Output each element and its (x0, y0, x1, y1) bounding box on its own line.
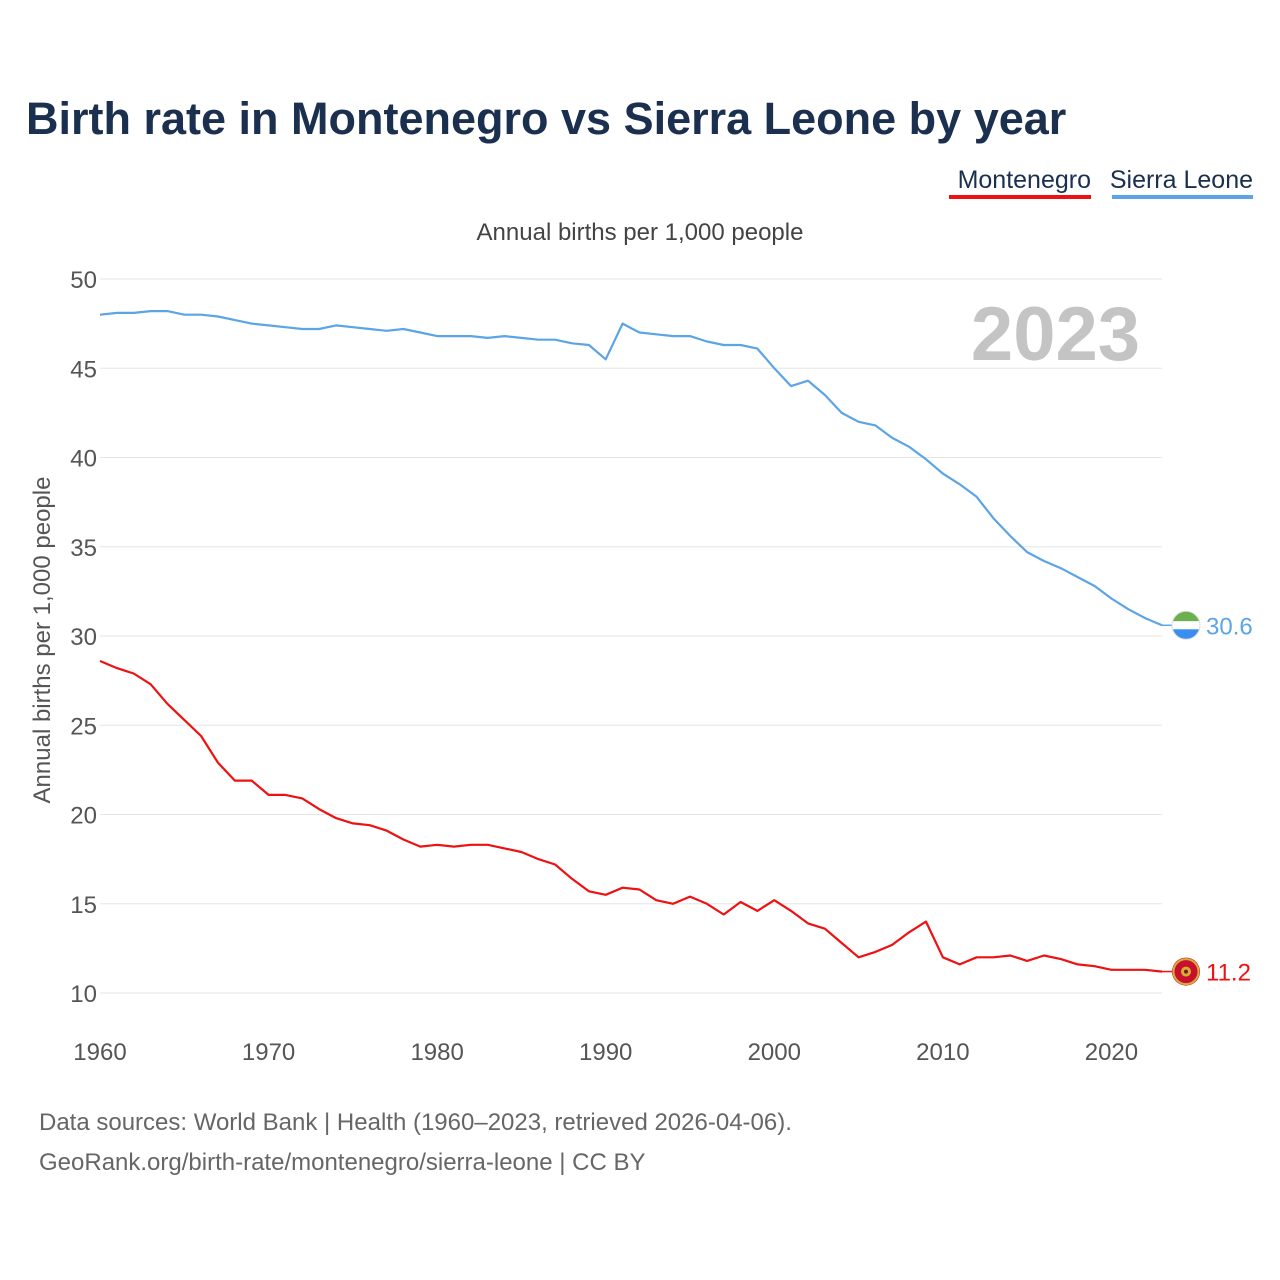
y-tick-labels: 10 15 20 25 30 35 40 45 50 (70, 267, 97, 1008)
gridlines (100, 278, 1162, 994)
x-tick-2010: 2010 (916, 1039, 969, 1066)
x-tick-labels: 1960 1970 1980 1990 2000 2010 2020 (73, 1039, 1138, 1066)
x-tick-1980: 1980 (410, 1039, 463, 1066)
legend: Montenegro Sierra Leone (949, 166, 1253, 199)
y-tick-15: 15 (70, 892, 97, 919)
end-markers: 11.2 30.6 (1162, 610, 1253, 987)
legend-label-sierra-leone: Sierra Leone (1110, 166, 1253, 194)
year-label: 2023 (971, 292, 1140, 377)
x-tick-1960: 1960 (73, 1039, 126, 1066)
x-tick-1990: 1990 (579, 1039, 632, 1066)
x-tick-2020: 2020 (1085, 1039, 1138, 1066)
footer-sources: Data sources: World Bank | Health (1960–… (39, 1109, 792, 1136)
chart-subtitle: Annual births per 1,000 people (477, 219, 804, 246)
flag-icon-montenegro (1172, 957, 1200, 986)
series-lines (99, 310, 1163, 973)
x-tick-1970: 1970 (242, 1039, 295, 1066)
y-tick-30: 30 (70, 624, 97, 651)
y-tick-10: 10 (70, 981, 97, 1008)
legend-swatch-montenegro (949, 195, 1091, 199)
legend-label-montenegro: Montenegro (958, 166, 1091, 194)
y-tick-35: 35 (70, 535, 97, 562)
y-tick-25: 25 (70, 713, 97, 740)
end-value-montenegro: 11.2 (1206, 960, 1251, 987)
series-line-sierra-leone (99, 310, 1163, 627)
y-tick-45: 45 (70, 356, 97, 383)
y-tick-40: 40 (70, 446, 97, 473)
y-tick-20: 20 (70, 803, 97, 830)
chart-title: Birth rate in Montenegro vs Sierra Leone… (26, 93, 1066, 144)
flag-icon-sierra-leone (1171, 610, 1201, 640)
series-line-montenegro (99, 659, 1163, 973)
footer-link[interactable]: GeoRank.org/birth-rate/montenegro/sierra… (39, 1149, 646, 1176)
end-value-sierra-leone: 30.6 (1206, 613, 1253, 640)
legend-item-montenegro[interactable]: Montenegro (949, 166, 1091, 199)
y-axis-label: Annual births per 1,000 people (29, 477, 56, 804)
legend-item-sierra-leone[interactable]: Sierra Leone (1110, 166, 1253, 199)
x-tick-2000: 2000 (748, 1039, 801, 1066)
y-tick-50: 50 (70, 267, 97, 294)
legend-swatch-sierra-leone (1112, 195, 1253, 199)
